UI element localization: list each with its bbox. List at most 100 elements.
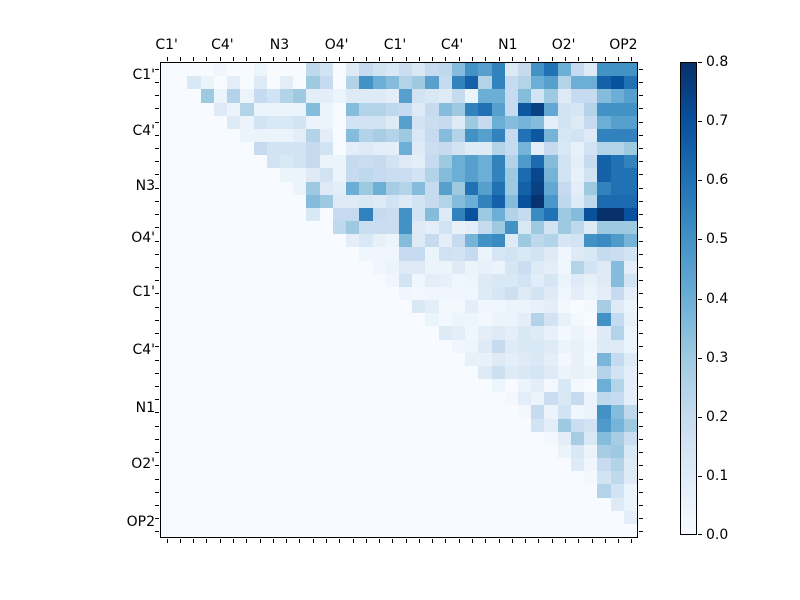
- heatmap-cell: [227, 365, 241, 379]
- heatmap-cell: [623, 352, 637, 366]
- heatmap-cell: [465, 115, 479, 129]
- heatmap-cell: [280, 379, 294, 393]
- heatmap-cell: [518, 194, 532, 208]
- heatmap-cell: [346, 379, 360, 393]
- heatmap-cell: [372, 444, 386, 458]
- heatmap-cell: [597, 471, 611, 485]
- heatmap-cell: [306, 128, 320, 142]
- axis-tick: [155, 214, 159, 216]
- heatmap-cell: [174, 510, 188, 524]
- heatmap-cell: [465, 405, 479, 419]
- axis-tick: [639, 227, 643, 229]
- heatmap-cell: [399, 194, 413, 208]
- heatmap-cell: [306, 365, 320, 379]
- heatmap-cell: [174, 221, 188, 235]
- heatmap-cell: [227, 418, 241, 432]
- heatmap-cell: [623, 102, 637, 116]
- heatmap-cell: [597, 484, 611, 498]
- heatmap-cell: [425, 497, 439, 511]
- heatmap-cell: [359, 260, 373, 274]
- heatmap-cell: [359, 444, 373, 458]
- colorbar-tick: [698, 239, 702, 241]
- heatmap-cell: [174, 339, 188, 353]
- heatmap-cell: [584, 418, 598, 432]
- colorbar-tick: [698, 121, 702, 123]
- heatmap-cell: [597, 339, 611, 353]
- heatmap-cell: [438, 339, 452, 353]
- heatmap-cell: [319, 510, 333, 524]
- heatmap-cell: [557, 221, 571, 235]
- heatmap-cell: [399, 444, 413, 458]
- heatmap-cell: [293, 326, 307, 340]
- heatmap-cell: [213, 273, 228, 287]
- heatmap-cell: [266, 444, 280, 458]
- heatmap-cell: [451, 339, 466, 353]
- heatmap-cell: [293, 523, 307, 537]
- heatmap-cell: [425, 484, 439, 498]
- heatmap-cell: [438, 418, 452, 432]
- heatmap-cell: [465, 471, 479, 485]
- heatmap-cell: [359, 286, 373, 300]
- heatmap-cell: [332, 247, 347, 261]
- heatmap-cell: [240, 234, 254, 248]
- heatmap-cell: [610, 247, 624, 261]
- heatmap-cell: [280, 392, 294, 406]
- heatmap-cell: [597, 313, 611, 327]
- heatmap-cell: [161, 273, 175, 287]
- heatmap-cell: [425, 168, 439, 182]
- heatmap-cell: [332, 142, 347, 156]
- heatmap-cell: [359, 326, 373, 340]
- heatmap-cell: [623, 76, 637, 90]
- heatmap-cell: [359, 247, 373, 261]
- heatmap-cell: [425, 142, 439, 156]
- heatmap-cell: [491, 352, 505, 366]
- axis-tick: [155, 147, 159, 149]
- axis-tick: [193, 539, 195, 543]
- heatmap-cell: [306, 89, 320, 103]
- heatmap-cell: [425, 444, 439, 458]
- heatmap-cell: [253, 405, 267, 419]
- heatmap-cell: [293, 365, 307, 379]
- heatmap-cell: [425, 221, 439, 235]
- heatmap-cell: [359, 339, 373, 353]
- heatmap-cell: [346, 286, 360, 300]
- axis-tick: [246, 539, 248, 543]
- heatmap-cell: [531, 523, 545, 537]
- heatmap-cell: [478, 168, 492, 182]
- heatmap-cell: [280, 207, 294, 221]
- heatmap-cell: [174, 207, 188, 221]
- heatmap-cell: [491, 63, 505, 77]
- heatmap-cell: [187, 300, 201, 314]
- heatmap-cell: [385, 484, 399, 498]
- heatmap-cell: [359, 392, 373, 406]
- heatmap-cell: [227, 194, 241, 208]
- heatmap-cell: [399, 273, 413, 287]
- heatmap-cell: [280, 260, 294, 274]
- heatmap-cell: [332, 365, 347, 379]
- heatmap-cell: [319, 128, 333, 142]
- heatmap-cell: [531, 181, 545, 195]
- heatmap-cell: [200, 313, 214, 327]
- heatmap-cell: [465, 300, 479, 314]
- heatmap-cell: [544, 313, 558, 327]
- heatmap-cell: [253, 181, 267, 195]
- axis-tick: [639, 399, 643, 401]
- heatmap-cell: [584, 221, 598, 235]
- axis-tick: [299, 539, 301, 543]
- axis-tick: [155, 253, 159, 255]
- heatmap-cell: [359, 63, 373, 77]
- y-axis-label: N1: [135, 400, 155, 417]
- heatmap-cell: [623, 339, 637, 353]
- heatmap-cell: [451, 260, 466, 274]
- heatmap-cell: [597, 405, 611, 419]
- heatmap-cell: [623, 313, 637, 327]
- heatmap-cell: [425, 128, 439, 142]
- heatmap-cell: [504, 497, 518, 511]
- heatmap-cell: [174, 431, 188, 445]
- axis-tick: [432, 539, 434, 543]
- heatmap-cell: [584, 247, 598, 261]
- heatmap-cell: [570, 392, 585, 406]
- heatmap-cell: [240, 458, 254, 472]
- heatmap-cell: [399, 234, 413, 248]
- x-axis-label: N3: [269, 37, 290, 53]
